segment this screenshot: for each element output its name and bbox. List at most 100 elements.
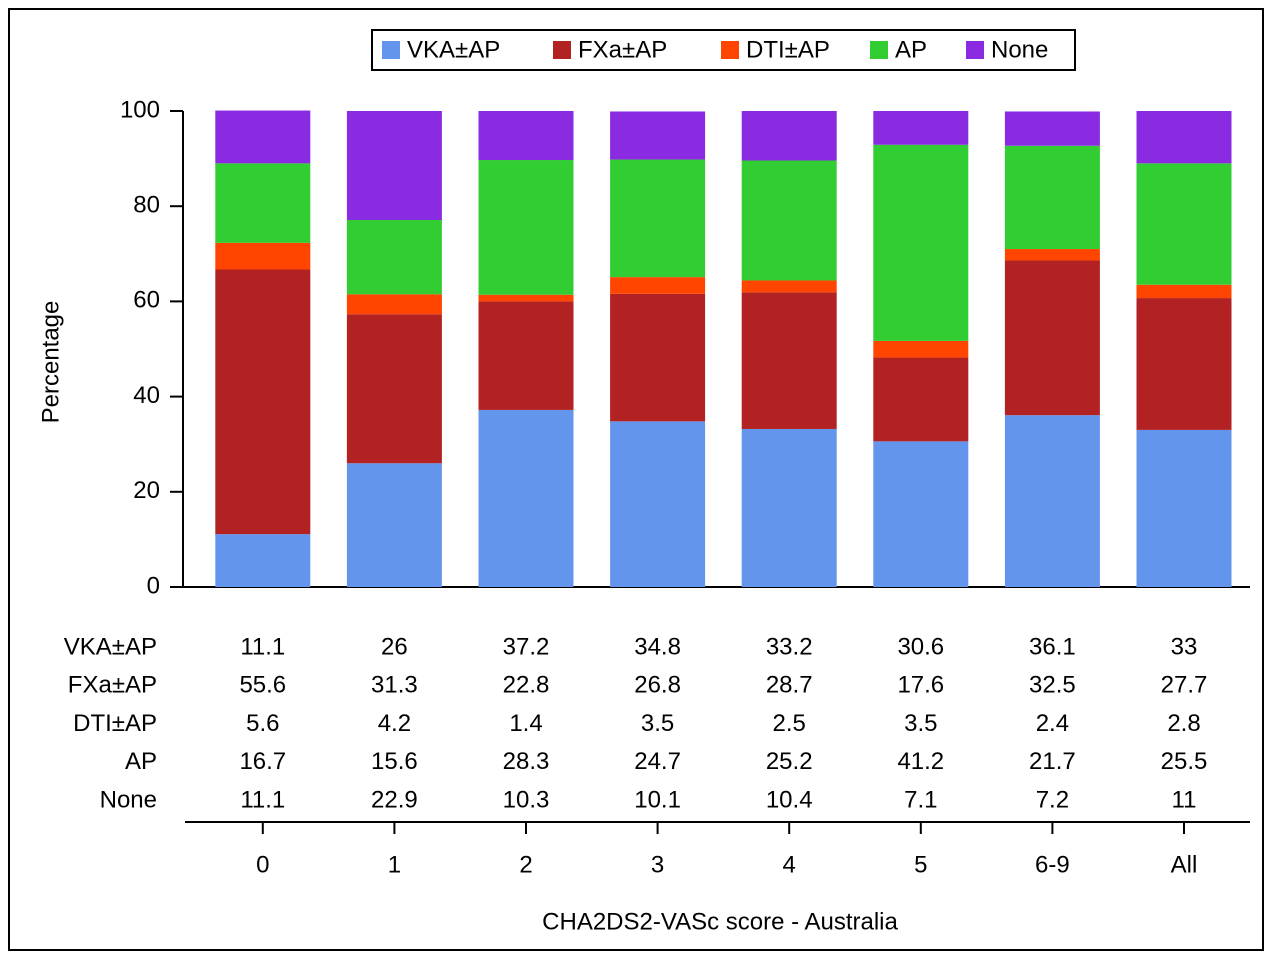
table-cell: 24.7 bbox=[634, 748, 681, 775]
bar-segment bbox=[1136, 163, 1232, 285]
table-cell: 27.7 bbox=[1161, 672, 1208, 699]
y-tick-label: 20 bbox=[133, 477, 160, 504]
table-cell: 25.2 bbox=[766, 748, 813, 775]
table-row-label: None bbox=[100, 787, 157, 814]
y-tick-label: 0 bbox=[147, 572, 160, 599]
table-cell: 11.1 bbox=[240, 787, 285, 814]
table-cell: 11.1 bbox=[240, 633, 285, 660]
table-cell: 30.6 bbox=[897, 633, 944, 660]
bar-segment bbox=[741, 292, 837, 429]
table-cell: 17.6 bbox=[897, 672, 944, 699]
bar-segment bbox=[610, 159, 706, 278]
bar-segment bbox=[346, 220, 442, 295]
legend-swatch bbox=[553, 41, 571, 59]
table-cell: 32.5 bbox=[1029, 672, 1076, 699]
table-cell: 10.4 bbox=[766, 787, 813, 814]
bar-segment bbox=[1004, 111, 1100, 146]
bar-segment bbox=[215, 242, 311, 270]
bar-segment bbox=[741, 160, 837, 281]
bar-segment bbox=[478, 409, 574, 587]
table-cell: 37.2 bbox=[503, 633, 550, 660]
bar-segment bbox=[346, 111, 442, 221]
table-cell: 28.3 bbox=[503, 748, 550, 775]
frame bbox=[8, 8, 1264, 951]
bar-segment bbox=[215, 269, 311, 535]
bar-segment bbox=[873, 111, 969, 145]
table-row-label: FXa±AP bbox=[68, 672, 157, 699]
table-row-label: DTI±AP bbox=[73, 710, 157, 737]
legend-swatch bbox=[721, 41, 739, 59]
legend-label: None bbox=[991, 36, 1048, 63]
table-cell: 15.6 bbox=[371, 748, 418, 775]
bar-segment bbox=[610, 293, 706, 422]
table-cell: 11 bbox=[1172, 787, 1197, 814]
x-tick-label: 2 bbox=[519, 851, 532, 878]
table-cell: 3.5 bbox=[904, 710, 937, 737]
table-cell: 16.7 bbox=[239, 748, 286, 775]
table-cell: 10.3 bbox=[503, 787, 550, 814]
table-cell: 33 bbox=[1171, 633, 1198, 660]
bar-segment bbox=[873, 144, 969, 341]
table-cell: 5.6 bbox=[246, 710, 279, 737]
bar-segment bbox=[478, 111, 574, 161]
table-row-label: VKA±AP bbox=[64, 633, 157, 660]
x-tick-label: 4 bbox=[783, 851, 796, 878]
table-cell: 25.5 bbox=[1161, 748, 1208, 775]
table-cell: 36.1 bbox=[1029, 633, 1076, 660]
bar-segment bbox=[346, 463, 442, 587]
x-tick-label: 1 bbox=[388, 851, 401, 878]
legend-swatch bbox=[966, 41, 984, 59]
table-cell: 21.7 bbox=[1029, 748, 1076, 775]
bar-segment bbox=[1136, 111, 1232, 164]
bar-segment bbox=[873, 357, 969, 442]
table-cell: 22.8 bbox=[503, 672, 550, 699]
legend-label: AP bbox=[895, 36, 927, 63]
y-tick-label: 80 bbox=[133, 192, 160, 219]
x-tick-label: 5 bbox=[914, 851, 927, 878]
bar-segment bbox=[478, 301, 574, 410]
bar-segment bbox=[215, 163, 311, 243]
table-cell: 1.4 bbox=[509, 710, 542, 737]
bar-segment bbox=[1136, 284, 1232, 299]
table-cell: 28.7 bbox=[766, 672, 813, 699]
table-cell: 26 bbox=[381, 633, 408, 660]
table-cell: 7.1 bbox=[904, 787, 937, 814]
legend-swatch bbox=[870, 41, 888, 59]
bar-segment bbox=[215, 110, 311, 164]
bar-segment bbox=[873, 340, 969, 358]
legend-label: DTI±AP bbox=[746, 36, 830, 63]
bar-segment bbox=[741, 111, 837, 161]
x-tick-label: All bbox=[1171, 851, 1198, 878]
legend-label: FXa±AP bbox=[578, 36, 667, 63]
x-tick-label: 3 bbox=[651, 851, 664, 878]
bar-segment bbox=[741, 428, 837, 587]
y-tick-label: 40 bbox=[133, 382, 160, 409]
table-cell: 22.9 bbox=[371, 787, 418, 814]
bar-segment bbox=[1136, 429, 1232, 587]
legend-box bbox=[371, 29, 1076, 71]
bar-segment bbox=[610, 421, 706, 587]
bar-segment bbox=[873, 441, 969, 587]
x-tick-label: 0 bbox=[256, 851, 269, 878]
table-cell: 2.8 bbox=[1167, 710, 1200, 737]
bar-segment bbox=[741, 280, 837, 293]
table-cell: 26.8 bbox=[634, 672, 681, 699]
y-axis-label: Percentage bbox=[37, 301, 64, 424]
legend-swatch bbox=[382, 41, 400, 59]
legend-label: VKA±AP bbox=[407, 36, 500, 63]
bar-segment bbox=[610, 277, 706, 294]
table-cell: 33.2 bbox=[766, 633, 813, 660]
y-tick-label: 60 bbox=[133, 287, 160, 314]
table-cell: 4.2 bbox=[378, 710, 411, 737]
bar-segment bbox=[610, 111, 706, 160]
table-cell: 55.6 bbox=[239, 672, 286, 699]
table-row-label: AP bbox=[125, 748, 157, 775]
table-cell: 3.5 bbox=[641, 710, 674, 737]
bar-segment bbox=[215, 534, 311, 587]
bar-segment bbox=[346, 314, 442, 464]
table-cell: 7.2 bbox=[1036, 787, 1069, 814]
table-cell: 2.4 bbox=[1036, 710, 1069, 737]
bar-segment bbox=[1136, 298, 1232, 430]
x-axis-label: CHA2DS2-VASc score - Australia bbox=[542, 908, 898, 935]
